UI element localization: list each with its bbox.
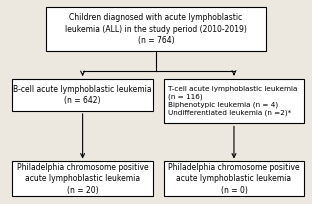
Text: Children diagnosed with acute lymphoblastic
leukemia (ALL) in the study period (: Children diagnosed with acute lymphoblas…: [65, 13, 247, 45]
FancyBboxPatch shape: [164, 162, 304, 196]
Text: B-cell acute lymphoblastic leukemia
(n = 642): B-cell acute lymphoblastic leukemia (n =…: [13, 85, 152, 105]
Text: Philadelphia chromosome positive
acute lymphoblastic leukemia
(n = 20): Philadelphia chromosome positive acute l…: [17, 163, 149, 195]
Text: Philadelphia chromosome positive
acute lymphoblastic leukemia
(n = 0): Philadelphia chromosome positive acute l…: [168, 163, 300, 195]
FancyBboxPatch shape: [46, 7, 266, 51]
FancyBboxPatch shape: [164, 79, 304, 123]
FancyBboxPatch shape: [12, 79, 153, 111]
Text: T-cell acute lymphoblastic leukemia
(n = 116)
Biphenotypic leukemia (n = 4)
Undi: T-cell acute lymphoblastic leukemia (n =…: [168, 86, 297, 116]
FancyBboxPatch shape: [12, 162, 153, 196]
